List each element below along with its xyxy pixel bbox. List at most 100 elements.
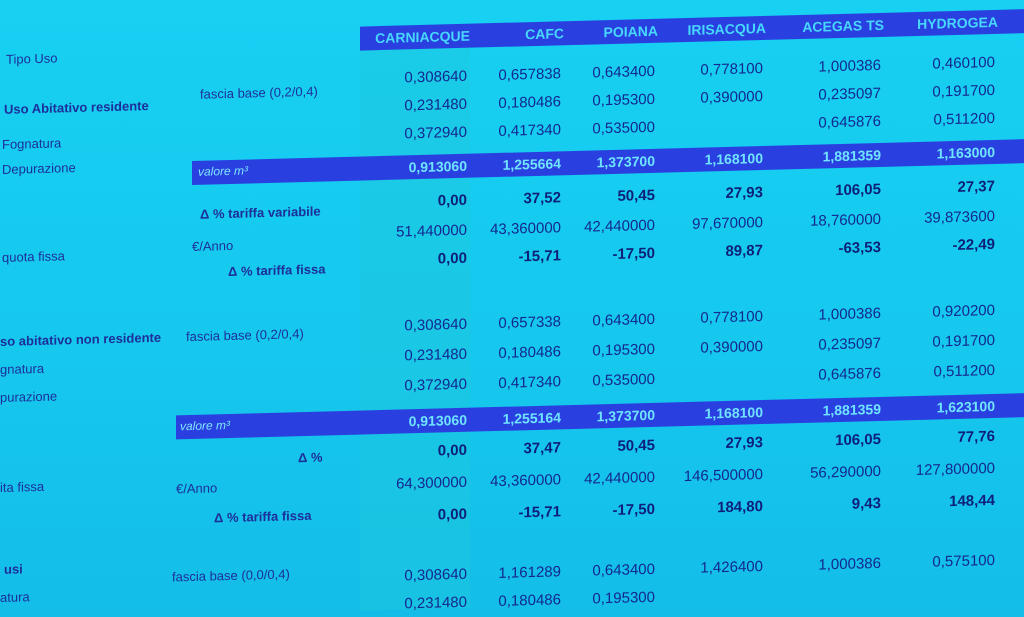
delta-cell: -17,50: [612, 500, 655, 519]
band-value: 0,913060: [408, 157, 467, 176]
band-value: 1,881359: [822, 400, 881, 419]
euro-cell: 18,760000: [810, 210, 881, 230]
delta-cell: 27,93: [725, 434, 763, 453]
value-cell: 0,195300: [592, 340, 655, 360]
delta-cell: 77,76: [957, 427, 995, 446]
quota-fissa-label: ita fissa: [0, 478, 45, 495]
value-cell: 0,191700: [932, 331, 995, 351]
value-cell: 0,390000: [700, 338, 763, 357]
fognatura-label: gnatura: [0, 360, 45, 377]
value-cell: 0,645876: [818, 364, 881, 384]
delta-cell: -17,50: [612, 244, 655, 263]
value-cell: 0,180486: [498, 93, 561, 112]
band-value: 1,373700: [596, 152, 655, 171]
euro-cell: 97,670000: [692, 214, 763, 233]
euro-cell: 127,800000: [915, 459, 995, 480]
company-header: POIANA: [603, 22, 658, 41]
tipo-uso-label: Tipo Uso: [6, 50, 58, 67]
value-cell: 1,161289: [498, 563, 561, 582]
value-cell: 0,417340: [498, 373, 561, 392]
value-cell: 0,195300: [592, 90, 655, 110]
delta-cell: 106,05: [835, 430, 881, 450]
value-cell: 0,231480: [404, 593, 467, 613]
value-cell: 1,426400: [700, 558, 763, 577]
value-cell: 0,643400: [592, 310, 655, 330]
band-value: 1,168100: [704, 150, 763, 168]
delta-fissa-label: Δ % tariffa fissa: [228, 261, 326, 280]
delta-cell: 37,47: [523, 439, 561, 458]
fognatura-label: Fognatura: [2, 135, 62, 152]
delta-cell: 37,52: [523, 189, 561, 208]
value-cell: 0,191700: [932, 81, 995, 101]
value-cell: 1,000386: [818, 56, 881, 76]
company-header: ACEGAS TS: [802, 16, 884, 35]
company-header: HYDROGEA: [917, 13, 998, 32]
value-cell: 0,535000: [592, 370, 655, 390]
value-cell: 0,645876: [818, 112, 881, 132]
value-cell: 1,000386: [818, 554, 881, 574]
value-cell: 0,180486: [498, 343, 561, 362]
delta-cell: 0,00: [437, 441, 467, 460]
band-value: 1,373700: [596, 406, 655, 425]
delta-cell: 9,43: [851, 494, 881, 513]
band-value: 1,881359: [822, 146, 881, 165]
value-cell: 0,575100: [932, 551, 995, 571]
section-title: so abitativo non residente: [0, 329, 162, 349]
euro-cell: 42,440000: [584, 468, 655, 488]
value-cell: 0,643400: [592, 62, 655, 82]
value-cell: 0,460100: [932, 53, 995, 73]
delta-cell: -63,53: [838, 238, 881, 258]
value-cell: 0,235097: [818, 334, 881, 354]
band-value: 0,913060: [408, 411, 467, 430]
value-cell: 0,778100: [700, 308, 763, 327]
value-cell: 0,511200: [933, 109, 995, 129]
delta-cell: 89,87: [725, 242, 763, 261]
valore-label: valore m³: [180, 417, 231, 434]
euro-cell: 64,300000: [396, 473, 467, 493]
value-cell: 0,308640: [404, 565, 467, 585]
delta-cell: 50,45: [617, 186, 655, 205]
delta-cell: -22,49: [952, 235, 995, 255]
section-title: Uso Abitativo residente: [4, 98, 149, 117]
fognatura-label: atura: [0, 589, 30, 605]
quota-fissa-label: quota fissa: [2, 248, 65, 265]
delta-cell: 184,80: [717, 498, 763, 517]
valore-label: valore m³: [198, 163, 249, 179]
delta-cell: 0,00: [437, 505, 467, 524]
value-cell: 0,390000: [700, 88, 763, 107]
delta-fissa-label: Δ % tariffa fissa: [214, 507, 312, 526]
company-header: CAFC: [525, 25, 564, 43]
value-cell: 0,308640: [404, 67, 467, 87]
value-cell: 0,657338: [498, 313, 561, 332]
delta-cell: 0,00: [437, 191, 467, 210]
euro-cell: 43,360000: [490, 471, 561, 491]
euro-cell: 146,500000: [683, 466, 763, 486]
depurazione-label: purazione: [0, 388, 58, 405]
euro-cell: 39,873600: [924, 207, 995, 227]
value-cell: 0,372940: [404, 123, 467, 143]
fascia-label: fascia base (0,2/0,4): [186, 326, 304, 345]
value-cell: 0,657838: [498, 65, 561, 84]
euro-anno-label: €/Anno: [176, 480, 218, 497]
value-cell: [668, 116, 763, 118]
value-cell: 1,000386: [818, 304, 881, 324]
euro-cell: 42,440000: [584, 216, 655, 236]
company-header: IRISACQUA: [687, 19, 766, 38]
euro-cell: 56,290000: [810, 462, 881, 482]
band-value: 1,163000: [936, 143, 995, 162]
value-cell: [900, 580, 995, 582]
section-title: usi: [4, 561, 23, 577]
delta-variabile-label: Δ % tariffa variabile: [200, 203, 321, 222]
value-cell: 0,920200: [932, 301, 995, 321]
euro-anno-label: €/Anno: [192, 237, 234, 254]
delta-cell: -15,71: [518, 247, 561, 266]
fascia-label: fascia base (0,2/0,4): [200, 83, 318, 102]
value-cell: 0,511200: [933, 361, 995, 381]
delta-cell: -15,71: [518, 503, 561, 522]
value-cell: 0,535000: [592, 118, 655, 138]
band-value: 1,168100: [704, 404, 763, 422]
company-header: CARNIACQUE: [375, 27, 470, 47]
band-value: 1,623100: [936, 397, 995, 416]
delta-cell: 106,05: [835, 180, 881, 200]
fascia-label: fascia base (0,0/0,4): [172, 566, 290, 585]
